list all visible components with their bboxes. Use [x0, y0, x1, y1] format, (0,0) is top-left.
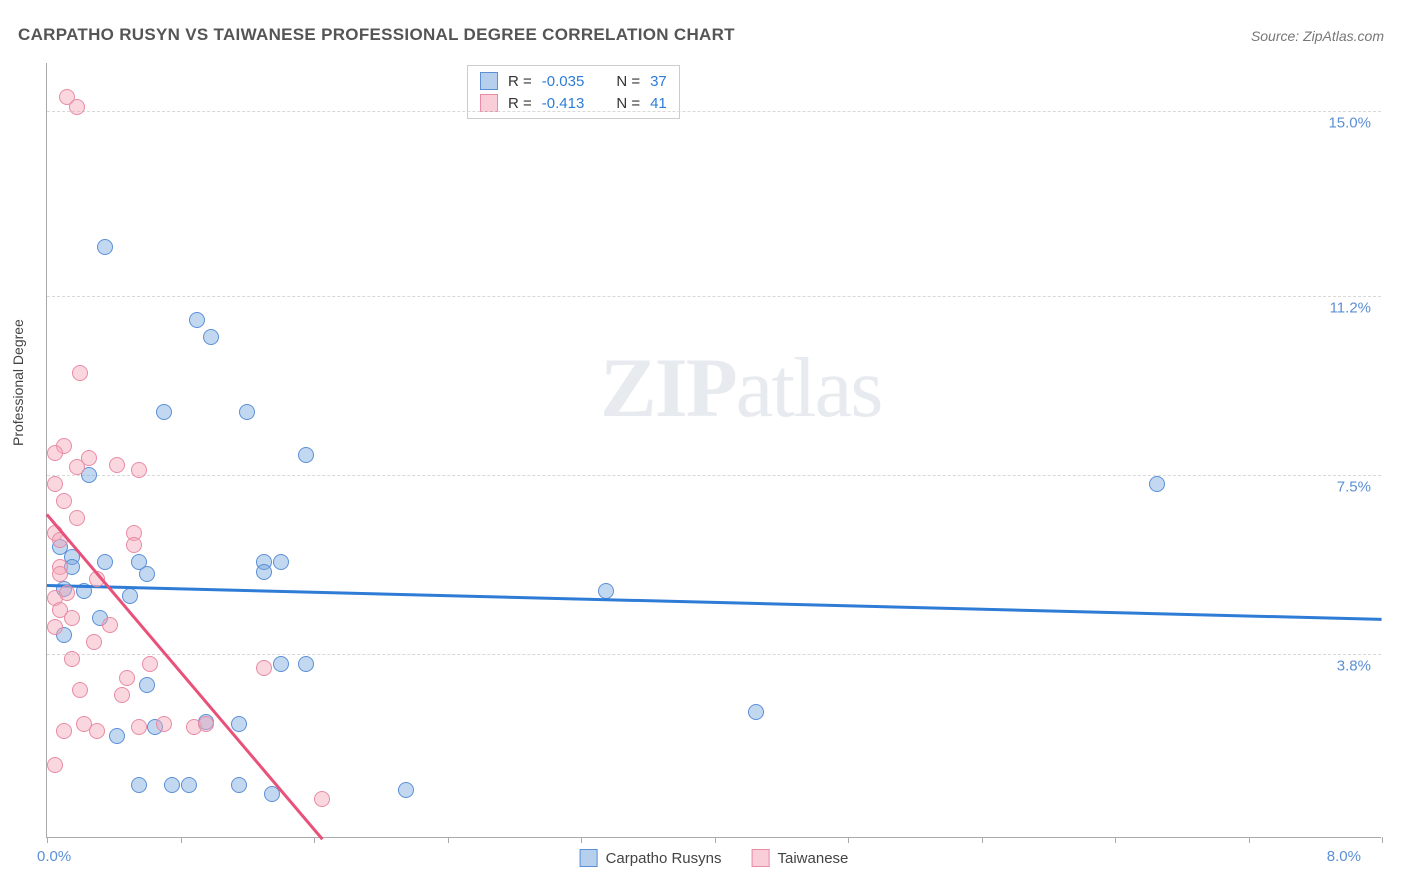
x-tick-mark	[982, 837, 983, 843]
scatter-point	[72, 365, 88, 381]
scatter-point	[131, 719, 147, 735]
y-tick-label: 11.2%	[1330, 299, 1371, 316]
scatter-point	[1149, 476, 1165, 492]
scatter-point	[298, 447, 314, 463]
scatter-point	[198, 716, 214, 732]
swatch-blue-icon	[580, 849, 598, 867]
scatter-point	[102, 617, 118, 633]
gridline	[47, 654, 1381, 655]
x-tick-label: 0.0%	[37, 848, 71, 865]
x-tick-mark	[581, 837, 582, 843]
scatter-point	[156, 404, 172, 420]
chart-container: CARPATHO RUSYN VS TAIWANESE PROFESSIONAL…	[0, 0, 1406, 892]
scatter-point	[69, 459, 85, 475]
scatter-point	[131, 462, 147, 478]
scatter-point	[109, 457, 125, 473]
scatter-point	[203, 329, 219, 345]
scatter-point	[256, 660, 272, 676]
scatter-point	[189, 312, 205, 328]
scatter-point	[119, 670, 135, 686]
scatter-point	[398, 782, 414, 798]
scatter-point	[122, 588, 138, 604]
scatter-point	[273, 554, 289, 570]
gridline	[47, 111, 1381, 112]
scatter-point	[47, 619, 63, 635]
scatter-point	[69, 99, 85, 115]
scatter-point	[69, 510, 85, 526]
series-legend: Carpatho Rusyns Taiwanese	[580, 849, 849, 867]
scatter-point	[97, 554, 113, 570]
scatter-point	[64, 610, 80, 626]
y-axis-label: Professional Degree	[10, 319, 26, 446]
scatter-point	[156, 716, 172, 732]
legend-item: Taiwanese	[752, 849, 849, 867]
scatter-point	[47, 445, 63, 461]
scatter-point	[231, 777, 247, 793]
swatch-blue-icon	[480, 72, 498, 90]
scatter-point	[56, 493, 72, 509]
scatter-point	[748, 704, 764, 720]
x-tick-label: 8.0%	[1327, 848, 1361, 865]
legend-item: Carpatho Rusyns	[580, 849, 722, 867]
x-tick-mark	[1249, 837, 1250, 843]
scatter-point	[97, 239, 113, 255]
source-attribution: Source: ZipAtlas.com	[1251, 28, 1384, 44]
scatter-point	[139, 677, 155, 693]
scatter-point	[239, 404, 255, 420]
scatter-point	[72, 682, 88, 698]
scatter-point	[59, 585, 75, 601]
x-tick-mark	[47, 837, 48, 843]
gridline	[47, 296, 1381, 297]
scatter-point	[114, 687, 130, 703]
scatter-point	[89, 723, 105, 739]
scatter-point	[52, 566, 68, 582]
scatter-point	[131, 777, 147, 793]
trend-line	[47, 584, 1382, 620]
plot-area: ZIPatlas R = -0.035 N = 37 R = -0.413 N …	[46, 63, 1381, 838]
scatter-point	[109, 728, 125, 744]
scatter-point	[298, 656, 314, 672]
x-tick-mark	[1115, 837, 1116, 843]
scatter-point	[56, 723, 72, 739]
y-tick-label: 15.0%	[1328, 115, 1371, 132]
scatter-point	[142, 656, 158, 672]
scatter-point	[598, 583, 614, 599]
y-tick-label: 3.8%	[1337, 657, 1371, 674]
scatter-point	[164, 777, 180, 793]
scatter-point	[47, 757, 63, 773]
legend-row: R = -0.035 N = 37	[480, 70, 667, 92]
chart-title: CARPATHO RUSYN VS TAIWANESE PROFESSIONAL…	[18, 25, 735, 45]
x-tick-mark	[181, 837, 182, 843]
swatch-pink-icon	[480, 94, 498, 112]
x-tick-mark	[448, 837, 449, 843]
scatter-point	[273, 656, 289, 672]
gridline	[47, 475, 1381, 476]
x-tick-mark	[1382, 837, 1383, 843]
scatter-point	[181, 777, 197, 793]
x-tick-mark	[848, 837, 849, 843]
watermark: ZIPatlas	[600, 339, 881, 437]
x-tick-mark	[715, 837, 716, 843]
scatter-point	[47, 476, 63, 492]
scatter-point	[256, 564, 272, 580]
swatch-pink-icon	[752, 849, 770, 867]
y-tick-label: 7.5%	[1337, 478, 1371, 495]
scatter-point	[86, 634, 102, 650]
scatter-point	[64, 651, 80, 667]
scatter-point	[314, 791, 330, 807]
scatter-point	[139, 566, 155, 582]
scatter-point	[126, 537, 142, 553]
scatter-point	[231, 716, 247, 732]
x-tick-mark	[314, 837, 315, 843]
